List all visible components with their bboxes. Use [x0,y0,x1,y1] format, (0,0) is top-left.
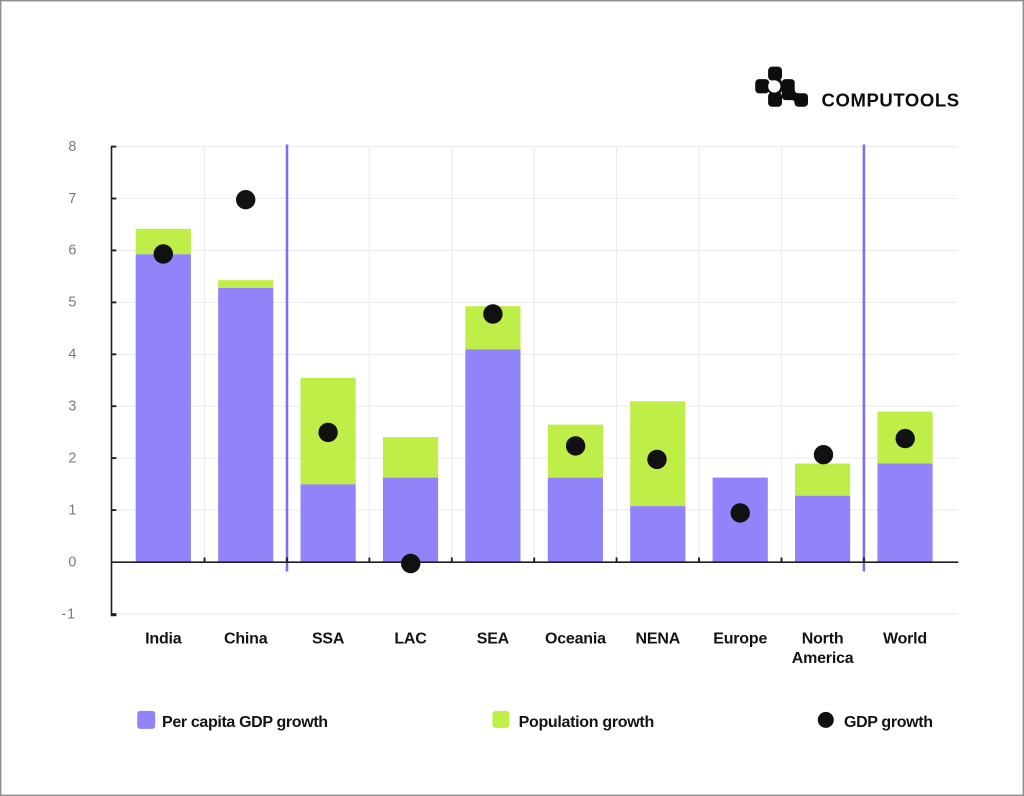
svg-text:NENA: NENA [636,631,681,648]
svg-text:Population growth: Population growth [519,714,654,731]
svg-text:-1: -1 [61,606,76,622]
svg-text:8: 8 [68,139,76,155]
svg-text:6: 6 [68,243,76,259]
svg-text:LAC: LAC [394,631,427,648]
svg-text:India: India [145,631,182,648]
svg-text:China: China [224,631,268,648]
svg-text:2: 2 [68,450,76,466]
svg-text:GDP growth: GDP growth [844,714,933,731]
svg-text:COMPUTOOLS: COMPUTOOLS [822,90,960,111]
svg-text:SEA: SEA [477,631,510,648]
svg-text:3: 3 [68,399,76,415]
svg-text:Europe: Europe [713,631,767,648]
svg-text:5: 5 [68,295,76,311]
svg-text:1: 1 [68,502,76,518]
svg-text:North: North [802,631,844,648]
svg-text:4: 4 [68,347,76,363]
svg-text:Per capita GDP growth: Per capita GDP growth [162,714,328,731]
svg-text:7: 7 [68,191,76,207]
svg-text:0: 0 [68,554,76,570]
svg-text:Oceania: Oceania [545,631,606,648]
svg-text:World: World [883,631,927,648]
svg-text:America: America [792,650,854,667]
svg-text:SSA: SSA [312,631,345,648]
